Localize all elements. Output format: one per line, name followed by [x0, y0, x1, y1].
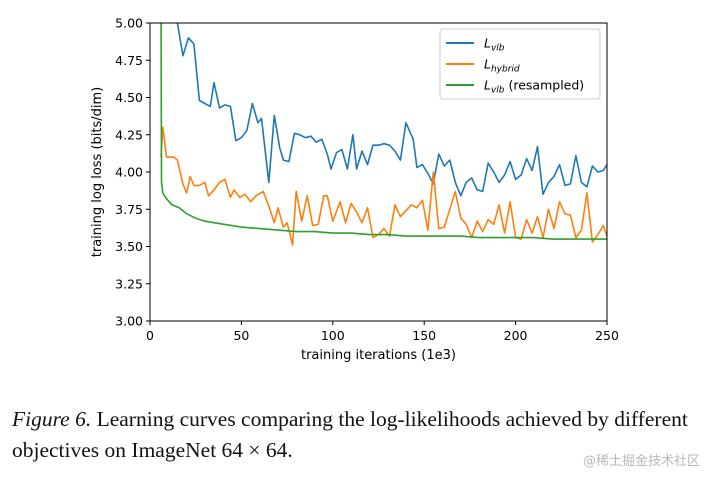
y-tick-label: 4.50 — [115, 90, 143, 105]
y-axis-label: training log loss (bits/dim) — [90, 87, 105, 257]
x-tick-label: 0 — [146, 328, 154, 343]
y-tick-label: 4.75 — [115, 53, 143, 68]
x-tick-label: 150 — [412, 328, 436, 343]
x-tick-label: 50 — [233, 328, 249, 343]
y-tick-label: 4.00 — [115, 165, 143, 180]
caption-text: Learning curves comparing the log-likeli… — [12, 407, 688, 462]
x-tick-label: 250 — [595, 328, 619, 343]
series-line-l-vlb-resampled- — [160, 23, 607, 240]
y-tick-label: 5.00 — [115, 16, 143, 31]
watermark: @稀土掘金技术社区 — [582, 454, 700, 469]
legend-label: Lvlb — [484, 36, 505, 54]
legend: Lvlb Lhybrid Lvlb (resampled) — [439, 28, 601, 100]
x-axis-label: training iterations (1e3) — [301, 348, 456, 363]
y-tick-label: 3.75 — [115, 202, 143, 217]
learning-curve-chart: 0 50 100 150 200 250 3.00 3.25 3.50 3.75 4.00 4.25… — [90, 16, 619, 364]
series-line-l-vlb — [159, 23, 607, 197]
series-line-l-hybrid — [160, 126, 607, 246]
figure-caption: Figure 6. Learning curves comparing the … — [12, 404, 702, 466]
caption-lead: Figure 6. — [12, 407, 92, 431]
legend-label: Lhybrid — [484, 57, 520, 75]
y-tick-label: 3.00 — [115, 314, 143, 329]
y-tick-label: 3.25 — [115, 276, 143, 291]
x-tick-label: 200 — [504, 328, 528, 343]
legend-label: Lvlb (resampled) — [484, 78, 584, 96]
y-tick-label: 4.25 — [115, 127, 143, 142]
y-tick-label: 3.50 — [115, 239, 143, 254]
legend-box — [439, 28, 601, 100]
x-tick-label: 100 — [321, 328, 345, 343]
